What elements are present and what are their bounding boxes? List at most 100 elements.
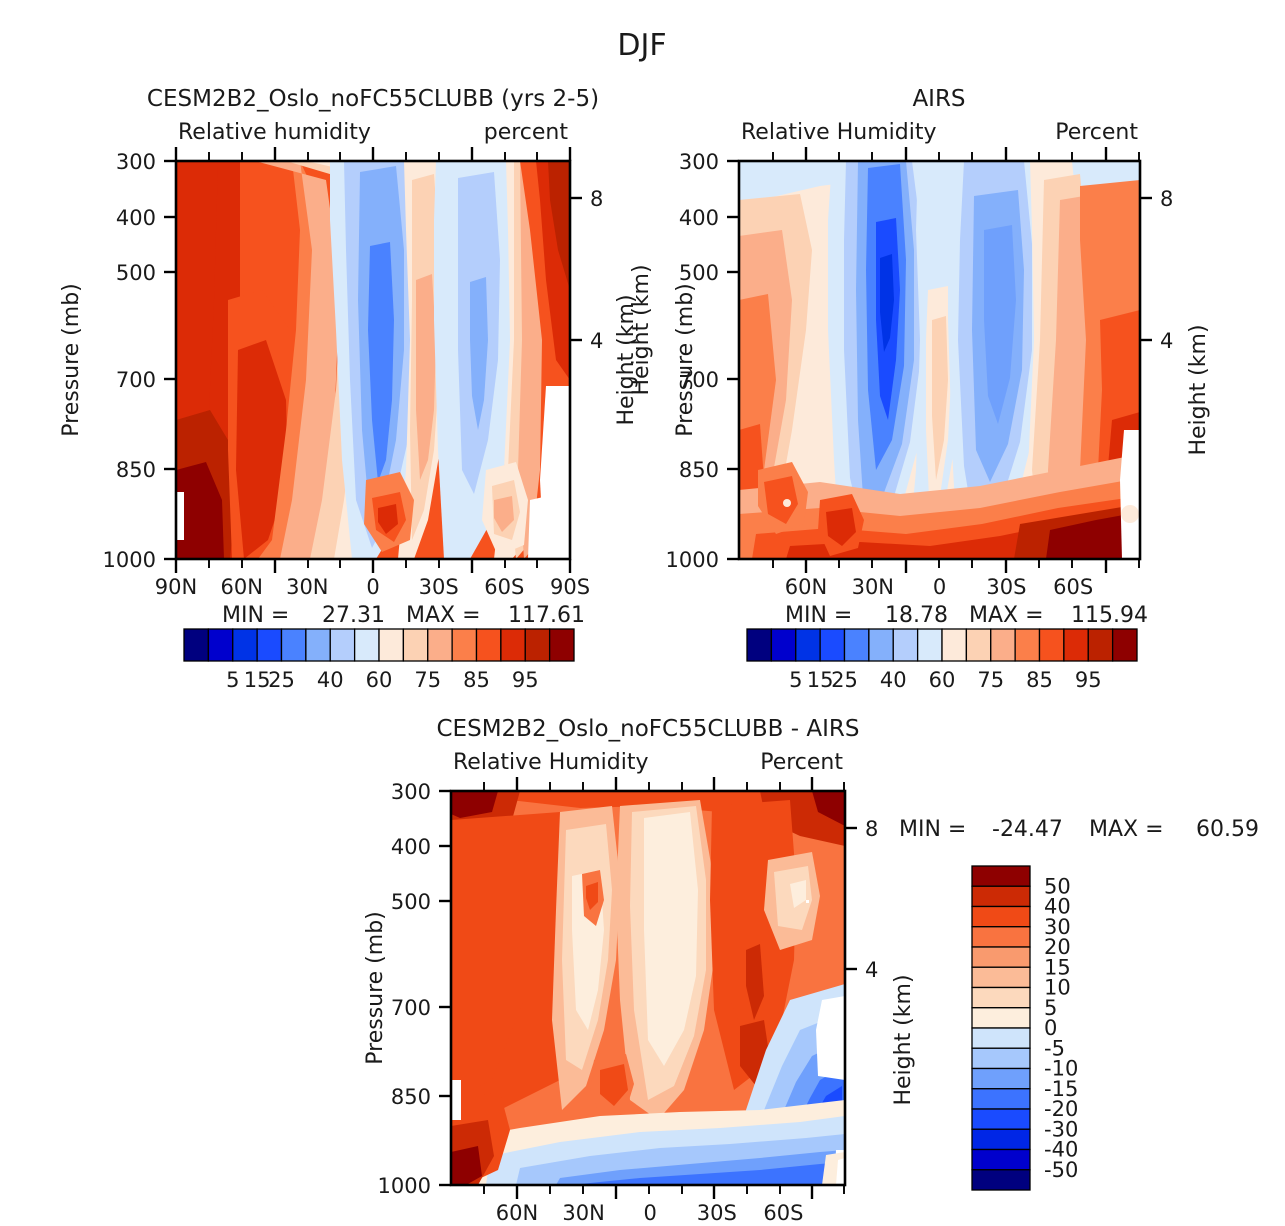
model-colorbar-cell-9[interactable] bbox=[402, 628, 429, 662]
diff-colorbar-cell-5[interactable] bbox=[971, 966, 1031, 989]
model-colorbar-cell-10[interactable] bbox=[427, 628, 453, 662]
obs-colorbar-cell-13[interactable] bbox=[1063, 628, 1089, 662]
model-colorbar-label-7: 95 bbox=[512, 668, 539, 692]
diff-colorbar-cell-14[interactable] bbox=[971, 1148, 1031, 1171]
panel-obs-colorbar[interactable] bbox=[746, 628, 1138, 662]
obs-colorbar-cell-15[interactable] bbox=[1111, 628, 1138, 662]
obs-max-label: MAX = bbox=[969, 603, 1044, 628]
obs-colorbar-label-5: 75 bbox=[977, 668, 1004, 692]
obs-colorbar-cell-12[interactable] bbox=[1038, 628, 1065, 662]
diff-colorbar-cell-15[interactable] bbox=[971, 1169, 1031, 1191]
obs-colorbar-cell-0[interactable] bbox=[746, 628, 773, 662]
panel-diff-field bbox=[451, 791, 845, 1185]
panel-model-y2-axis-label: Height (km) bbox=[614, 294, 639, 425]
diff-colorbar-cell-2[interactable] bbox=[971, 905, 1031, 928]
panel-diff-y-ticks: 300 400 500 700 850 1000 bbox=[378, 780, 451, 1198]
diff-colorbar-label-12: -30 bbox=[1044, 1117, 1078, 1141]
model-colorbar-cell-0[interactable] bbox=[183, 628, 210, 662]
diff-colorbar-cell-13[interactable] bbox=[971, 1128, 1031, 1151]
model-colorbar-cell-13[interactable] bbox=[500, 628, 526, 662]
obs-colorbar-cell-2[interactable] bbox=[795, 628, 821, 662]
diff-colorbar-cell-10[interactable] bbox=[971, 1067, 1031, 1090]
diff-colorbar-cell-7[interactable] bbox=[971, 1007, 1031, 1029]
panel-diff-x-ticks: 60N 30N 0 30S 60S bbox=[483, 1185, 845, 1225]
obs-ytick-700: 700 bbox=[679, 368, 719, 392]
model-colorbar-cell-12[interactable] bbox=[475, 628, 502, 662]
model-xtick-90S: 90S bbox=[550, 575, 590, 599]
diff-colorbar-label-3: 20 bbox=[1044, 935, 1071, 959]
obs-colorbar-cell-4[interactable] bbox=[843, 628, 870, 662]
panel-model-unit-label: percent bbox=[484, 120, 569, 145]
obs-colorbar-cell-3[interactable] bbox=[819, 628, 846, 662]
diff-colorbar-cell-1[interactable] bbox=[971, 885, 1031, 908]
diff-colorbar-cell-3[interactable] bbox=[971, 926, 1031, 948]
panel-model-minmax: MIN = 27.31 MAX = 117.61 bbox=[222, 603, 585, 628]
ytick-700: 700 bbox=[116, 368, 156, 392]
obs-colorbar-cell-5[interactable] bbox=[868, 628, 894, 662]
diff-ytick-300: 300 bbox=[391, 780, 431, 804]
model-xtick-90N: 90N bbox=[155, 575, 197, 599]
obs-colorbar-cell-14[interactable] bbox=[1087, 628, 1114, 662]
model-xtick-0: 0 bbox=[366, 575, 379, 599]
model-max-label: MAX = bbox=[406, 603, 481, 628]
model-colorbar-cell-6[interactable] bbox=[329, 628, 356, 662]
panel-model-colorbar[interactable] bbox=[183, 628, 575, 662]
obs-colorbar-cell-7[interactable] bbox=[916, 628, 943, 662]
model-colorbar-cell-5[interactable] bbox=[305, 628, 331, 662]
diff-ytick-850: 850 bbox=[391, 1085, 431, 1109]
diff-colorbar-cell-11[interactable] bbox=[971, 1088, 1031, 1110]
diff-colorbar-cell-6[interactable] bbox=[971, 986, 1031, 1009]
diff-colorbar-label-9: -10 bbox=[1044, 1057, 1078, 1081]
obs-xtick-30N: 30N bbox=[852, 575, 894, 599]
obs-colorbar-cell-6[interactable] bbox=[892, 628, 919, 662]
diff-colorbar-cell-12[interactable] bbox=[971, 1108, 1031, 1130]
y2tick-8: 8 bbox=[590, 187, 603, 211]
obs-colorbar-cell-1[interactable] bbox=[770, 628, 797, 662]
panel-diff-colorbar[interactable] bbox=[971, 865, 1031, 1191]
diff-colorbar-label-14: -50 bbox=[1044, 1158, 1078, 1182]
diff-max-label: MAX = bbox=[1089, 817, 1164, 842]
obs-y2tick-8: 8 bbox=[1160, 187, 1173, 211]
panel-obs-y2-axis-label-left: Height (km) bbox=[629, 264, 654, 395]
ytick-1000: 1000 bbox=[103, 548, 156, 572]
diff-colorbar-label-8: -5 bbox=[1044, 1036, 1065, 1060]
obs-xtick-60S: 60S bbox=[1053, 575, 1093, 599]
model-colorbar-cell-3[interactable] bbox=[256, 628, 283, 662]
model-colorbar-label-0: 5 bbox=[226, 668, 239, 692]
model-colorbar-cell-4[interactable] bbox=[280, 628, 307, 662]
diff-xtick-30S: 30S bbox=[697, 1201, 737, 1225]
panel-model-x-ticks: 90N 60N 30N 0 30S 60S 90S bbox=[155, 559, 590, 599]
model-colorbar-cell-7[interactable] bbox=[353, 628, 380, 662]
model-colorbar-cell-2[interactable] bbox=[232, 628, 258, 662]
diff-colorbar-cell-0[interactable] bbox=[971, 865, 1031, 887]
obs-colorbar-cell-10[interactable] bbox=[990, 628, 1016, 662]
obs-colorbar-cell-9[interactable] bbox=[965, 628, 992, 662]
obs-colorbar-label-0: 5 bbox=[789, 668, 802, 692]
diff-colorbar-cell-9[interactable] bbox=[971, 1047, 1031, 1070]
model-colorbar-cell-1[interactable] bbox=[207, 628, 234, 662]
diff-colorbar-cell-4[interactable] bbox=[971, 946, 1031, 968]
obs-colorbar-label-7: 95 bbox=[1075, 668, 1102, 692]
ytick-400: 400 bbox=[116, 206, 156, 230]
diff-colorbar-label-7: 0 bbox=[1044, 1016, 1057, 1040]
diff-colorbar-label-5: 10 bbox=[1044, 976, 1071, 1000]
panel-obs-y-axis-label: Pressure (mb) bbox=[673, 283, 698, 437]
model-max-value: 117.61 bbox=[508, 603, 585, 628]
obs-colorbar-cell-8[interactable] bbox=[941, 628, 968, 662]
diff-colorbar-label-6: 5 bbox=[1044, 996, 1057, 1020]
model-colorbar-cell-8[interactable] bbox=[378, 628, 405, 662]
obs-max-value: 115.94 bbox=[1071, 603, 1148, 628]
obs-colorbar-cell-11[interactable] bbox=[1014, 628, 1041, 662]
obs-ytick-850: 850 bbox=[679, 458, 719, 482]
ytick-300: 300 bbox=[116, 150, 156, 174]
model-colorbar-label-1: 15 bbox=[244, 668, 271, 692]
diff-colorbar-label-13: -40 bbox=[1044, 1138, 1078, 1162]
model-colorbar-cell-15[interactable] bbox=[548, 628, 575, 662]
diff-min-label: MIN = bbox=[899, 817, 966, 842]
model-xtick-30N: 30N bbox=[286, 575, 328, 599]
diff-colorbar-cell-8[interactable] bbox=[971, 1027, 1031, 1049]
model-colorbar-cell-14[interactable] bbox=[524, 628, 551, 662]
model-colorbar-cell-11[interactable] bbox=[451, 628, 478, 662]
